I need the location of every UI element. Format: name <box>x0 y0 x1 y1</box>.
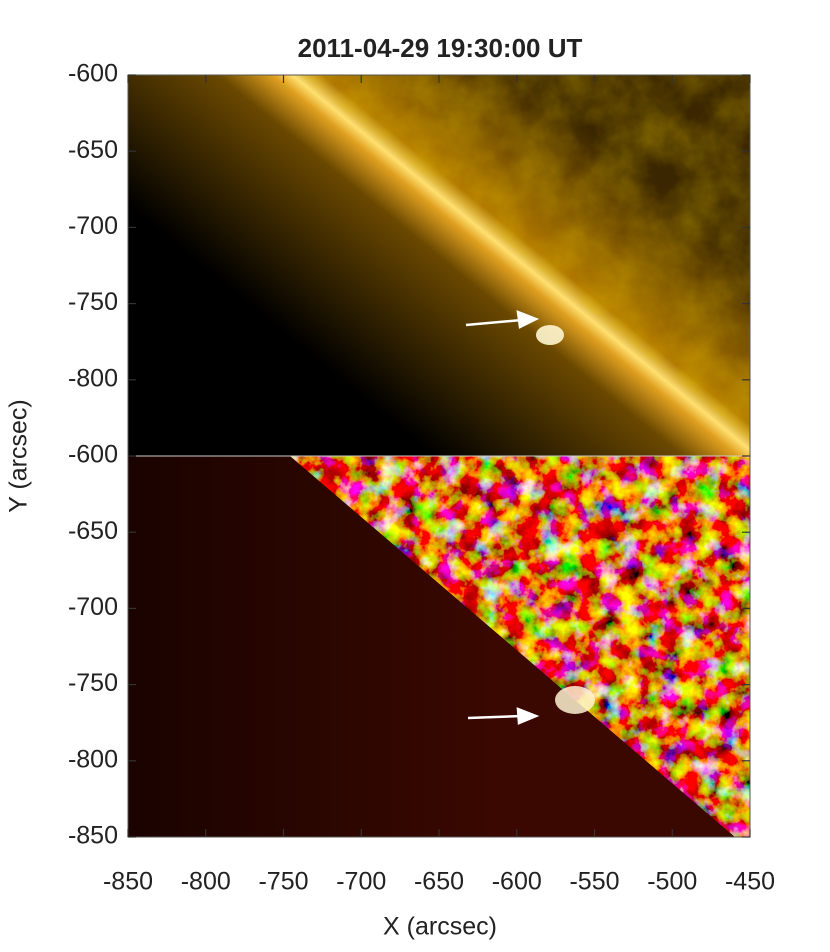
y-tick-label: -650 <box>68 136 118 164</box>
y-tick-label: -850 <box>68 822 118 850</box>
x-tick-label: -700 <box>336 868 386 896</box>
y-tick-label: -600 <box>68 60 118 88</box>
x-tick-label: -500 <box>647 868 697 896</box>
y-tick-label: -800 <box>68 364 118 392</box>
y-tick-label: -750 <box>68 288 118 316</box>
x-tick-label: -650 <box>414 868 464 896</box>
x-tick-label: -550 <box>569 868 619 896</box>
x-tick-label: -750 <box>258 868 308 896</box>
upper-image <box>128 75 750 456</box>
y-axis-label: Y (arcsec) <box>5 399 33 512</box>
x-tick-label: -800 <box>181 868 231 896</box>
x-tick-label: -450 <box>725 868 775 896</box>
x-tick-label: -850 <box>103 868 153 896</box>
y-tick-label: -700 <box>68 212 118 240</box>
y-tick-label: -600 <box>68 441 118 469</box>
y-tick-label: -750 <box>68 669 118 697</box>
lower-image <box>128 456 750 837</box>
annotation-arrows <box>465 310 540 725</box>
y-tick-label: -650 <box>68 517 118 545</box>
x-axis-label: X (arcsec) <box>383 913 497 941</box>
x-tick-label: -600 <box>492 868 542 896</box>
chart-title: 2011-04-29 19:30:00 UT <box>298 33 583 63</box>
y-tick-label: -700 <box>68 593 118 621</box>
y-tick-label: -800 <box>68 745 118 773</box>
